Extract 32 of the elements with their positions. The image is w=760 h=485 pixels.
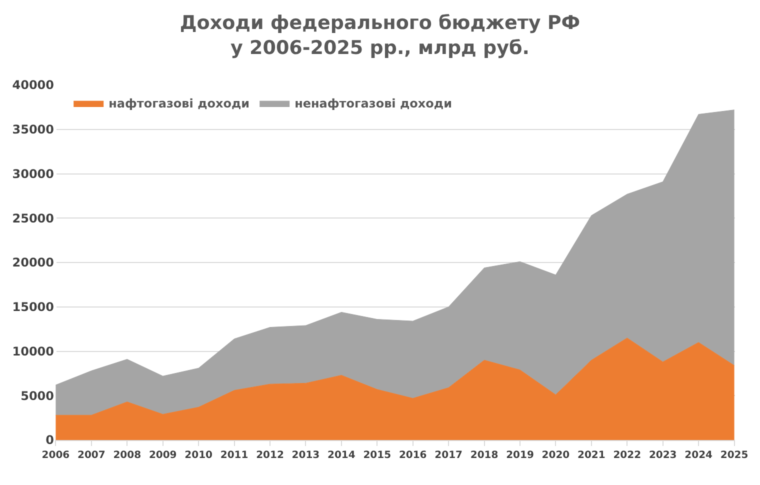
x-tick-label: 2007 bbox=[78, 450, 106, 461]
legend-label: ненафтогазові доходи bbox=[294, 96, 452, 111]
y-tick-label: 40000 bbox=[12, 78, 54, 92]
x-tick-label: 2023 bbox=[648, 450, 677, 461]
y-tick-label: 10000 bbox=[12, 344, 54, 358]
x-tick-label: 2021 bbox=[578, 450, 606, 461]
y-tick-label: 15000 bbox=[12, 300, 54, 314]
x-tick-label: 2008 bbox=[113, 450, 142, 461]
y-tick-label: 0 bbox=[46, 433, 54, 448]
legend-label: нафтогазові доходи bbox=[108, 96, 250, 111]
x-tick-label: 2015 bbox=[363, 450, 392, 461]
x-tick-label: 2011 bbox=[220, 450, 248, 461]
x-tick-label: 2024 bbox=[684, 450, 713, 461]
y-tick-label: 30000 bbox=[12, 166, 54, 181]
y-tick-label: 20000 bbox=[12, 256, 54, 270]
x-tick-label: 2014 bbox=[328, 450, 356, 461]
x-tick-label: 2013 bbox=[292, 450, 320, 461]
x-tick-label: 2022 bbox=[613, 450, 642, 461]
x-tick-label: 2016 bbox=[398, 450, 427, 461]
x-tick-label: 2017 bbox=[434, 450, 463, 461]
x-tick-label: 2012 bbox=[256, 450, 284, 461]
x-tick-label: 2009 bbox=[148, 450, 177, 461]
x-tick-label: 2010 bbox=[184, 450, 213, 461]
x-tick-label: 2019 bbox=[506, 450, 534, 461]
y-tick-label: 5000 bbox=[20, 388, 54, 403]
y-tick-label: 25000 bbox=[12, 211, 54, 226]
chart-title: Доходи федерального бюджету РФ у 2006-2025 рр., млрд руб. bbox=[180, 12, 580, 59]
x-tick-label: 2025 bbox=[720, 450, 748, 461]
x-tick-label: 2018 bbox=[470, 450, 498, 461]
x-tick-label: 2006 bbox=[42, 450, 70, 461]
x-tick-label: 2020 bbox=[542, 450, 570, 461]
y-tick-label: 35000 bbox=[12, 122, 54, 137]
